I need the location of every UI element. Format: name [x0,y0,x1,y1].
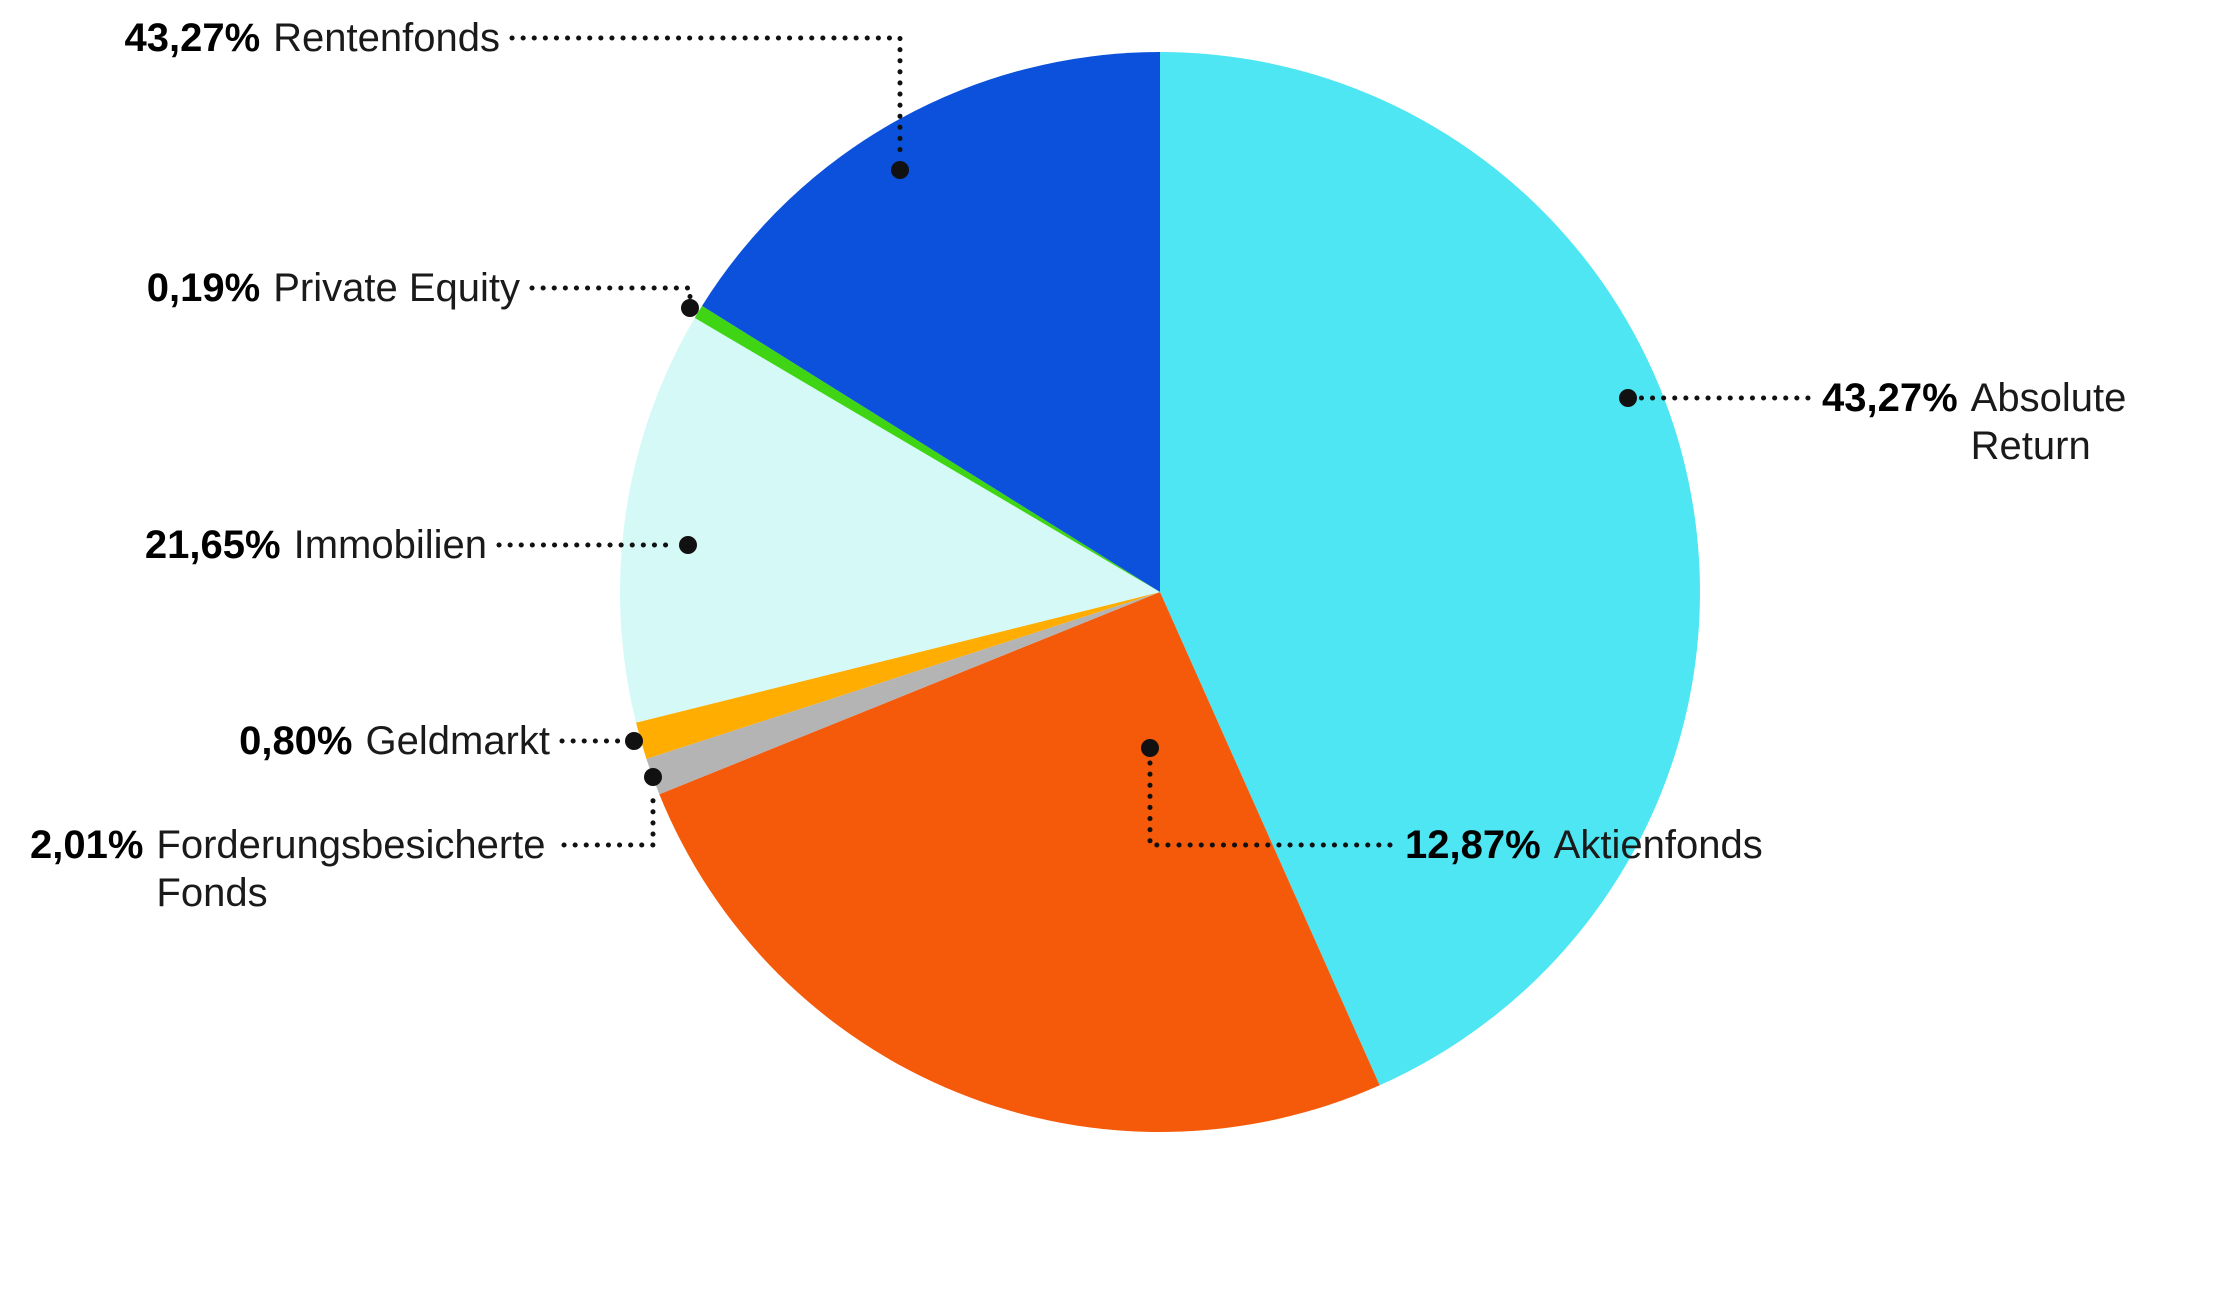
pie-slice-aktienfonds [659,592,1380,1132]
leader-dot-forderungsbesicherte-fonds [644,768,662,786]
label-geldmarkt: 0,80% Geldmarkt [239,717,550,765]
leader-dot-immobilien [679,536,697,554]
label-forderungsbesicherte-fonds-pct: 2,01% [30,823,144,867]
leader-dot-geldmarkt [625,732,643,750]
leader-dot-absolute-return [1619,389,1637,407]
leader-line-forderungsbesicherte-fonds [561,787,656,848]
pie-slice-immobilien [619,317,1160,723]
label-immobilien-name: Immobilien [293,523,487,567]
label-immobilien: 21,65% Immobilien [145,521,487,569]
leader-dot-private-equity [681,299,699,317]
pie-slice-rentenfonds [702,52,1160,592]
label-private-equity-name: Private Equity [273,266,520,310]
label-rentenfonds-pct: 43,27% [124,16,261,60]
pie-slice-private-equity [694,305,1160,592]
label-absolute-return: 43,27% Absolute Return [1822,374,2163,470]
label-forderungsbesicherte-fonds-name: Forderungsbesicherte Fonds [156,823,546,915]
label-forderungsbesicherte-fonds: 2,01% Forderungsbesicherte Fonds [30,821,588,917]
label-rentenfonds: 43,27% Rentenfonds [124,14,500,62]
label-private-equity-pct: 0,19% [146,266,261,310]
label-absolute-return-pct: 43,27% [1822,376,1958,420]
leader-line-aktienfonds [1147,757,1393,848]
label-aktienfonds-name: Aktienfonds [1553,823,1763,867]
pie-slice-forderungsbesicherte-fonds [646,592,1160,795]
leader-line-rentenfonds [509,35,903,161]
leader-line-private-equity [529,285,693,301]
label-private-equity: 0,19% Private Equity [147,264,520,312]
pie-slice-absolute-return [1160,52,1700,1086]
leader-dot-aktienfonds [1141,739,1159,757]
label-geldmarkt-name: Geldmarkt [365,719,551,763]
label-geldmarkt-pct: 0,80% [239,719,353,763]
label-immobilien-pct: 21,65% [144,523,281,567]
pie-slice-geldmarkt [636,592,1160,759]
label-aktienfonds: 12,87% Aktienfonds [1405,821,1763,869]
label-absolute-return-name: Absolute Return [1970,376,2127,468]
label-rentenfonds-name: Rentenfonds [273,16,500,60]
leader-dot-rentenfonds [891,161,909,179]
label-aktienfonds-pct: 12,87% [1405,823,1541,867]
